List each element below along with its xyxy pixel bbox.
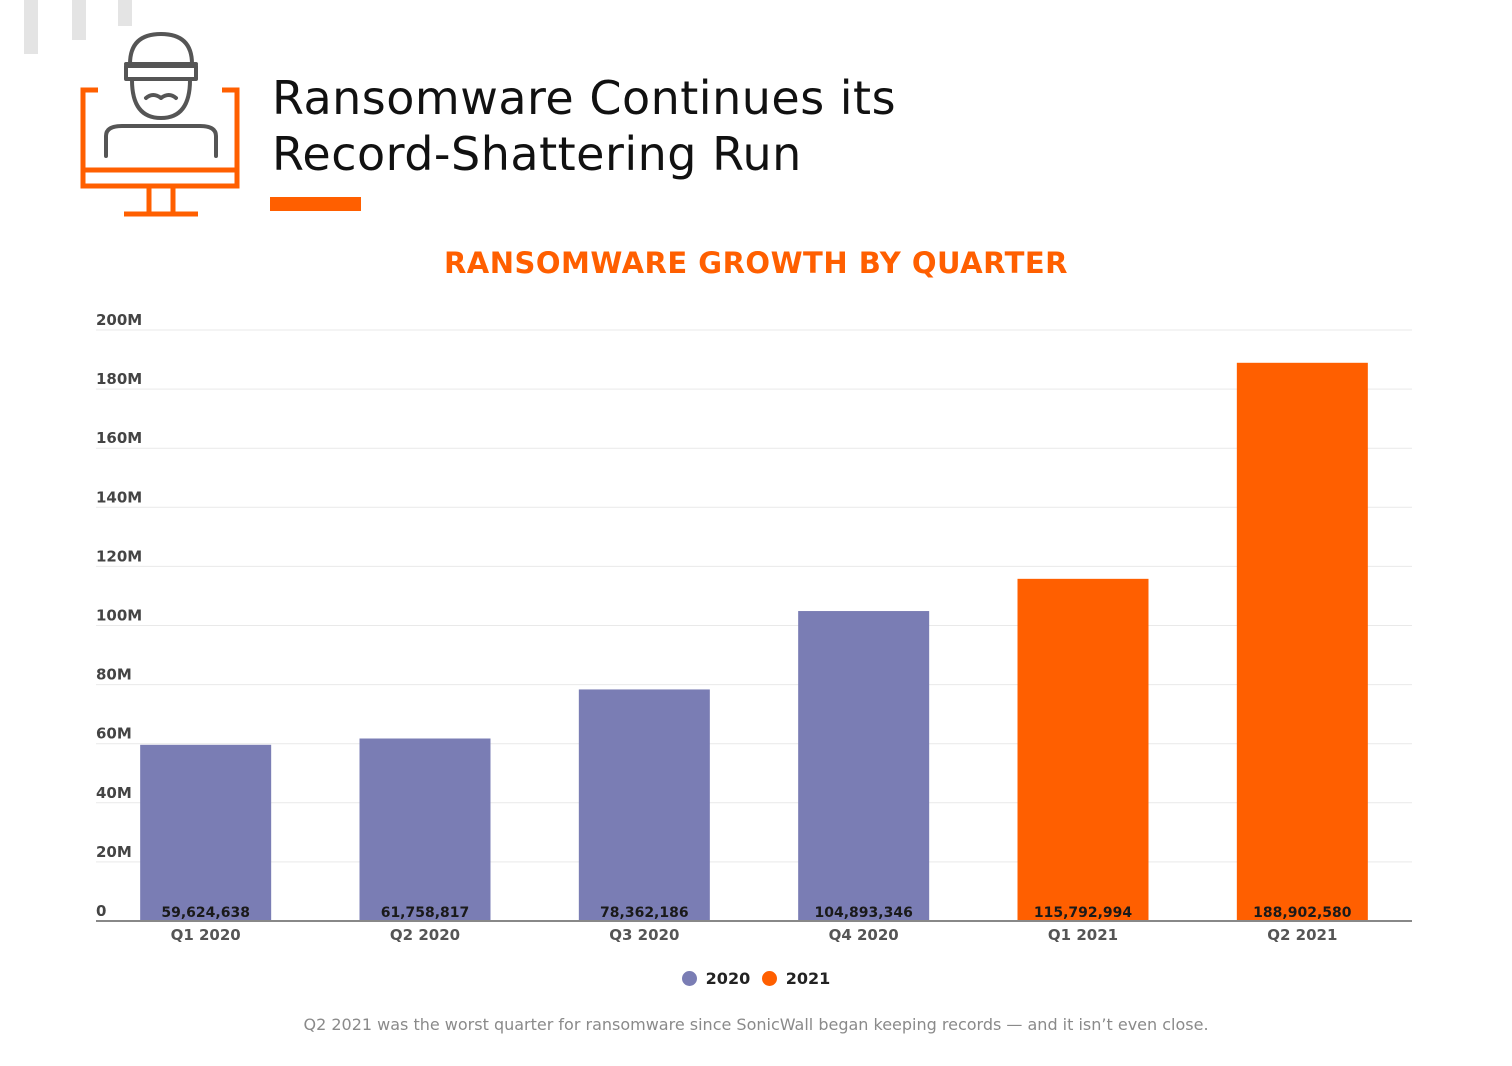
hacker-monitor-icon <box>80 32 240 217</box>
x-tick-label: Q1 2021 <box>1048 926 1118 944</box>
y-tick-label: 180M <box>96 370 142 388</box>
x-tick-label: Q2 2020 <box>390 926 460 944</box>
bar-data-label: 78,362,186 <box>600 905 689 921</box>
legend-item-2021: 2021 <box>761 969 831 988</box>
y-tick-label: 80M <box>96 666 132 684</box>
bar-data-label: 59,624,638 <box>161 905 250 921</box>
chart-legend: 2020 2021 <box>0 969 1512 988</box>
x-tick-label: Q1 2020 <box>171 926 241 944</box>
bar-data-label: 188,902,580 <box>1253 905 1352 921</box>
y-tick-label: 0 <box>96 902 106 920</box>
bar <box>578 689 710 921</box>
y-tick-label: 20M <box>96 843 132 861</box>
x-tick-label: Q2 2021 <box>1267 926 1337 944</box>
y-tick-label: 60M <box>96 725 132 743</box>
y-tick-label: 140M <box>96 488 142 506</box>
x-tick-label: Q3 2020 <box>609 926 679 944</box>
chart-title: RANSOMWARE GROWTH BY QUARTER <box>443 246 1069 280</box>
legend-item-2020: 2020 <box>681 969 751 988</box>
decorative-stripe-3 <box>118 0 132 26</box>
decorative-stripe-1 <box>24 0 38 54</box>
bar-chart: 0 20M 40M 60M 80M 100M 120M 140M 160M 180M 200M 59,… <box>96 311 1412 944</box>
bar <box>140 744 272 921</box>
y-tick-label: 120M <box>96 547 142 565</box>
bar <box>798 611 930 921</box>
legend-label-2021: 2021 <box>785 969 831 988</box>
bar <box>1017 578 1149 921</box>
decorative-stripe-2 <box>72 0 86 40</box>
bar-data-label: 115,792,994 <box>1034 905 1133 921</box>
headline-underline <box>270 197 361 211</box>
bar <box>359 738 491 921</box>
legend-swatch-2020 <box>681 971 697 986</box>
headline-line-2: Record-Shattering Run <box>272 127 802 181</box>
bar-data-label: 104,893,346 <box>815 905 913 921</box>
y-tick-label: 160M <box>96 429 142 447</box>
headline-line-1: Ransomware Continues its <box>272 71 897 125</box>
x-tick-label: Q4 2020 <box>829 926 899 944</box>
chart-caption: Q2 2021 was the worst quarter for ransom… <box>303 1015 1209 1034</box>
bar <box>1236 362 1368 922</box>
legend-swatch-2021 <box>761 971 777 986</box>
y-tick-label: 40M <box>96 784 132 802</box>
y-tick-label: 200M <box>96 311 142 329</box>
bar-data-label: 61,758,817 <box>381 905 470 921</box>
y-tick-label: 100M <box>96 607 142 625</box>
legend-label-2020: 2020 <box>705 969 751 988</box>
page-headline: Ransomware Continues its Record-Shatteri… <box>272 70 896 182</box>
